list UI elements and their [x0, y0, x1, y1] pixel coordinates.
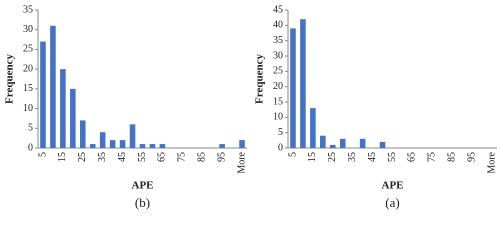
x-axis-label: APE — [132, 180, 154, 192]
x-tick-label: 15 — [57, 152, 68, 162]
x-tick-label: 55 — [137, 152, 148, 162]
x-tick-label: 35 — [97, 152, 108, 162]
y-tick-label: 10 — [23, 103, 33, 114]
y-tick-label: 5 — [28, 123, 33, 134]
y-tick-label: 30 — [23, 24, 33, 35]
y-tick-label: 5 — [278, 127, 283, 138]
bar — [290, 28, 296, 148]
bar — [109, 140, 116, 148]
y-tick-label: 25 — [273, 66, 283, 77]
y-tick-label: 10 — [273, 112, 283, 123]
bar — [79, 120, 86, 148]
x-tick-label: 75 — [427, 152, 438, 162]
y-axis-label: Frequency — [254, 54, 266, 104]
bar — [60, 69, 66, 148]
bar — [359, 138, 366, 148]
y-tick-label: 20 — [273, 81, 283, 92]
x-tick-label: 85 — [447, 152, 458, 162]
x-tick-label: 45 — [367, 152, 378, 162]
x-tick-label: 95 — [466, 152, 477, 162]
bar — [300, 19, 306, 149]
x-tick-label: More — [486, 151, 497, 173]
caption: (a) — [385, 195, 399, 210]
x-tick-label: 25 — [77, 152, 88, 162]
bar — [119, 140, 126, 148]
y-tick-label: 30 — [273, 50, 283, 61]
bar — [89, 144, 96, 148]
caption: (b) — [135, 195, 150, 210]
x-tick-label: 55 — [387, 152, 398, 162]
y-tick-label: 0 — [278, 142, 283, 153]
bar — [40, 41, 46, 148]
bar — [129, 124, 136, 148]
bar — [320, 135, 326, 148]
x-tick-label: 85 — [197, 152, 208, 162]
bar — [239, 140, 245, 148]
x-tick-label: 95 — [216, 152, 227, 162]
y-tick-label: 25 — [23, 44, 33, 55]
bar — [310, 108, 316, 148]
bar — [50, 25, 56, 148]
bar — [339, 138, 346, 148]
x-tick-label: 65 — [157, 152, 168, 162]
bar — [149, 144, 156, 148]
y-tick-label: 40 — [273, 20, 283, 31]
x-tick-label: 65 — [407, 152, 418, 162]
bar — [99, 132, 106, 148]
y-tick-label: 45 — [273, 4, 283, 15]
x-tick-label: 45 — [117, 152, 128, 162]
x-tick-label: 75 — [177, 152, 188, 162]
x-tick-label: 5 — [37, 152, 48, 157]
y-tick-label: 0 — [28, 142, 33, 153]
bar — [379, 141, 386, 148]
y-axis-label: Frequency — [4, 54, 16, 104]
x-tick-label: More — [236, 151, 247, 173]
bar — [219, 144, 225, 148]
bar — [70, 88, 76, 148]
y-tick-label: 15 — [273, 96, 283, 107]
x-tick-label: 25 — [327, 152, 338, 162]
x-axis-label: APE — [382, 180, 404, 192]
y-tick-label: 35 — [23, 4, 33, 15]
bar — [159, 144, 166, 148]
bar — [329, 144, 336, 148]
x-tick-label: 15 — [307, 152, 318, 162]
y-tick-label: 20 — [23, 63, 33, 74]
x-tick-label: 35 — [347, 152, 358, 162]
y-tick-label: 35 — [273, 35, 283, 46]
bar — [139, 144, 146, 148]
y-tick-label: 15 — [23, 83, 33, 94]
x-tick-label: 5 — [287, 152, 298, 157]
